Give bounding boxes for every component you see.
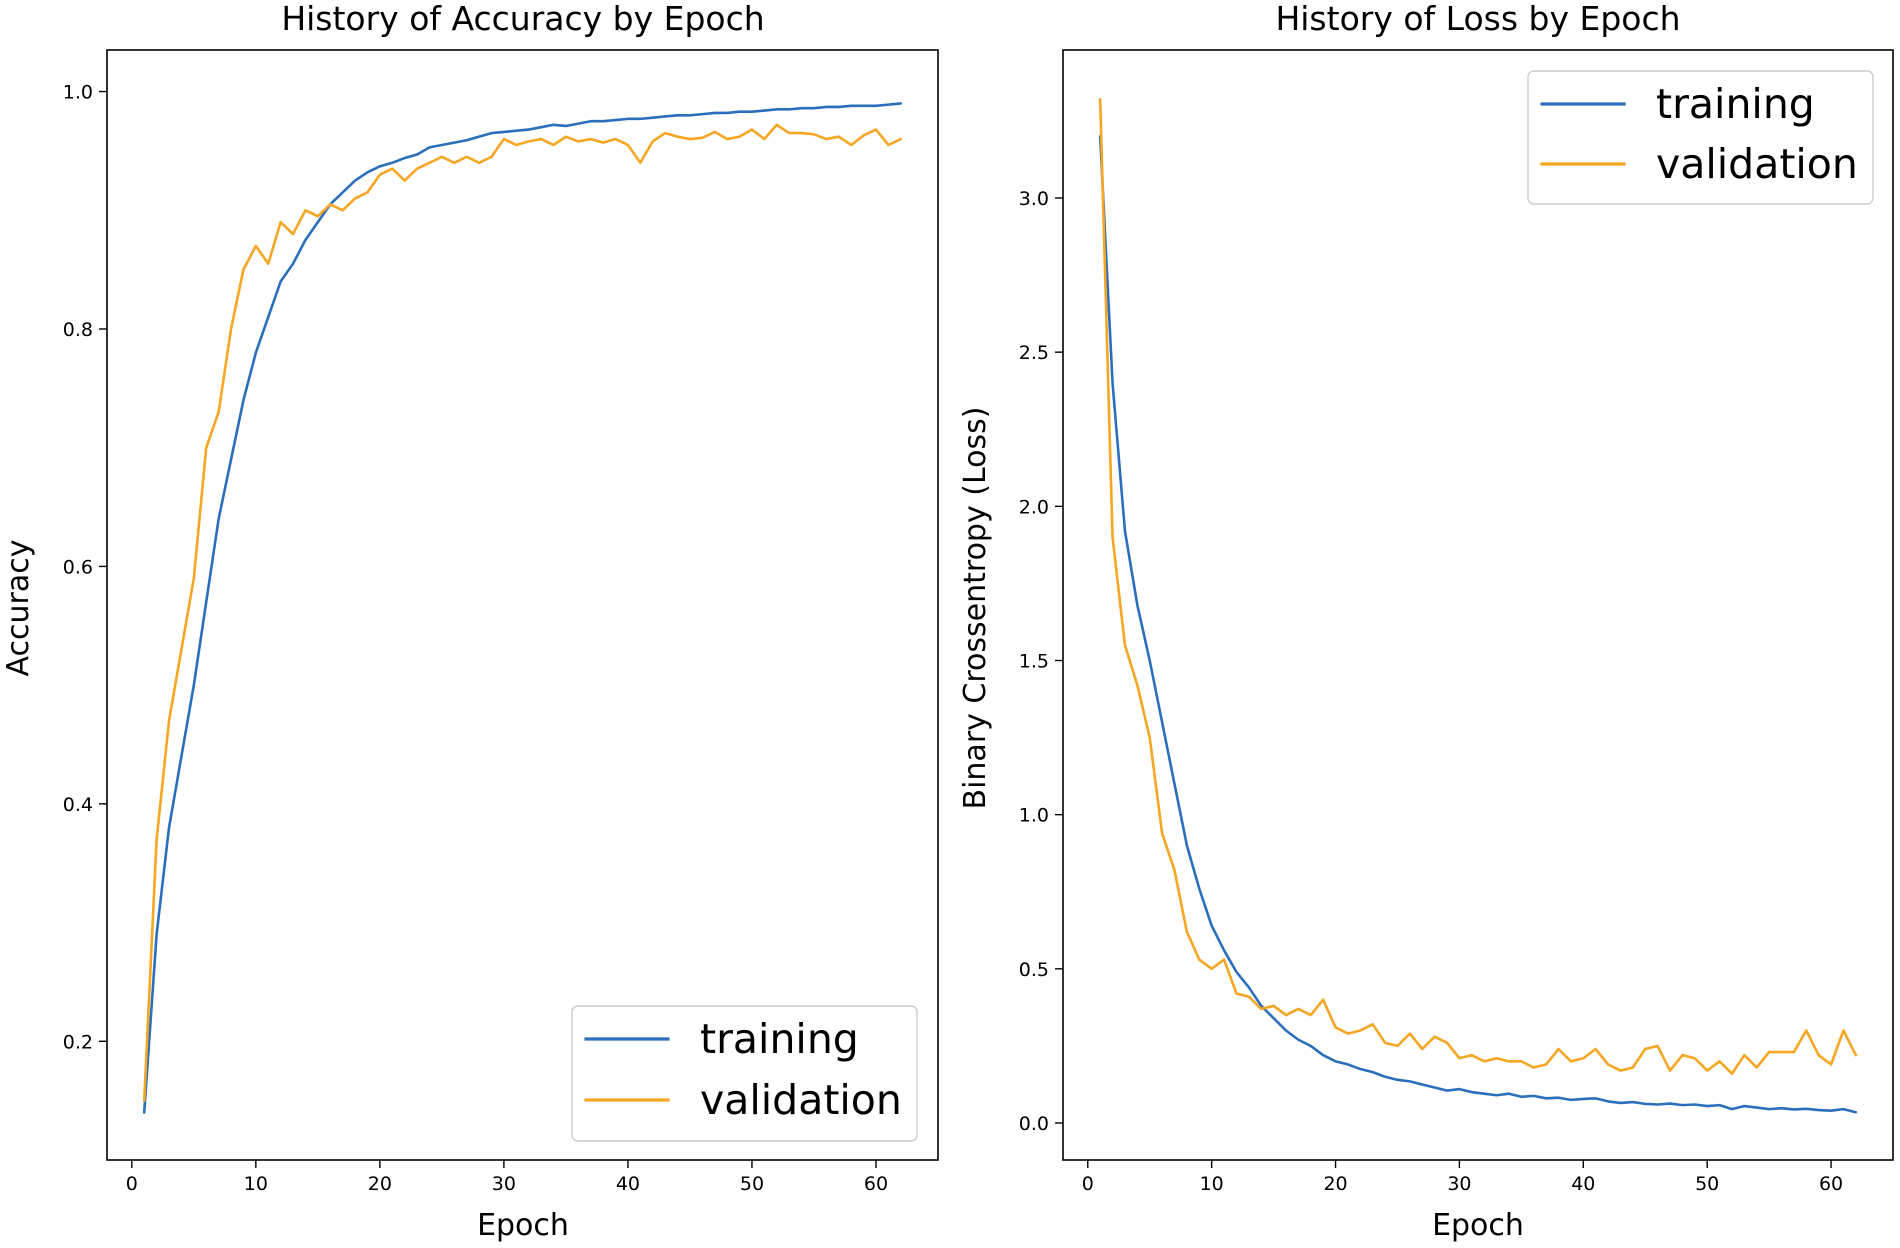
loss-x-tick-label: 30	[1447, 1173, 1471, 1195]
loss-validation-line	[1098, 98, 1858, 1075]
accuracy-validation-line	[142, 123, 903, 1102]
loss-x-tick-label: 50	[1695, 1173, 1719, 1195]
loss-y-tick-label: 1.0	[1019, 805, 1049, 827]
accuracy-x-axis-label: Epoch	[477, 1208, 569, 1243]
loss-training-line	[1098, 135, 1858, 1114]
accuracy-x-tick-label: 60	[864, 1173, 888, 1195]
accuracy-plot-frame	[106, 49, 939, 1161]
loss-y-tick-label: 2.0	[1019, 496, 1049, 518]
loss-legend: training validation	[1527, 70, 1874, 205]
accuracy-x-tick-label: 20	[368, 1173, 392, 1195]
loss-x-tick-label: 0	[1082, 1173, 1094, 1195]
loss-x-axis-label: Epoch	[1432, 1208, 1524, 1243]
loss-ticks: 0 10 20 30 40 50 60 0.0 0.5 1.0 1.5 2.0 2.5 3.0	[1019, 188, 1843, 1195]
accuracy-x-tick-label: 0	[126, 1173, 138, 1195]
loss-y-axis-label: Binary Crossentropy (Loss)	[958, 407, 993, 810]
loss-x-tick-label: 40	[1571, 1173, 1595, 1195]
accuracy-y-tick-label: 0.8	[63, 319, 93, 341]
accuracy-y-tick-label: 0.6	[63, 556, 93, 578]
loss-chart-title: History of Loss by Epoch	[1275, 0, 1680, 38]
accuracy-legend: training validation	[571, 1005, 918, 1142]
loss-legend-training-label: training	[1656, 80, 1815, 128]
loss-x-tick-label: 10	[1200, 1173, 1224, 1195]
accuracy-y-axis-label: Accuracy	[1, 540, 36, 677]
accuracy-chart: History of Accuracy by Epoch Accuracy Ep…	[1, 0, 939, 1243]
accuracy-y-tick-label: 1.0	[63, 82, 93, 104]
loss-y-tick-label: 2.5	[1019, 342, 1049, 364]
accuracy-x-tick-label: 10	[244, 1173, 268, 1195]
loss-y-tick-label: 1.5	[1019, 651, 1049, 673]
accuracy-x-tick-label: 40	[616, 1173, 640, 1195]
loss-x-tick-label: 20	[1323, 1173, 1347, 1195]
accuracy-y-tick-label: 0.2	[63, 1031, 93, 1053]
accuracy-training-line	[142, 102, 903, 1114]
accuracy-chart-title: History of Accuracy by Epoch	[281, 0, 764, 38]
accuracy-legend-training-label: training	[700, 1015, 859, 1063]
accuracy-ticks: 0 10 20 30 40 50 60 0.2 0.4 0.6 0.8 1.0	[63, 82, 888, 1195]
accuracy-x-tick-label: 50	[740, 1173, 764, 1195]
loss-y-tick-label: 0.5	[1019, 959, 1049, 981]
loss-x-tick-label: 60	[1819, 1173, 1843, 1195]
accuracy-legend-validation-label: validation	[700, 1076, 902, 1124]
loss-legend-validation-label: validation	[1656, 140, 1858, 188]
loss-series-lines	[1098, 98, 1858, 1114]
accuracy-y-tick-label: 0.4	[63, 794, 93, 816]
accuracy-series-lines	[142, 102, 903, 1114]
accuracy-x-tick-label: 30	[492, 1173, 516, 1195]
loss-y-tick-label: 3.0	[1019, 188, 1049, 210]
loss-plot-frame	[1062, 49, 1894, 1161]
loss-y-tick-label: 0.0	[1019, 1113, 1049, 1135]
loss-chart: History of Loss by Epoch Binary Crossent…	[958, 0, 1894, 1243]
